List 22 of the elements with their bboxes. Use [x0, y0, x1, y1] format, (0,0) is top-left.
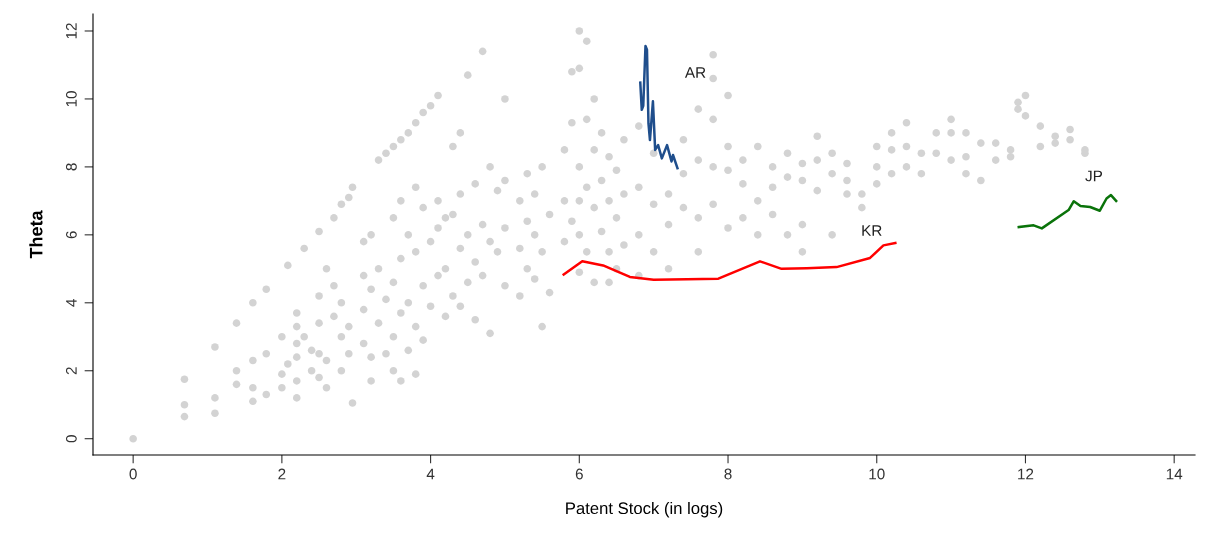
line-series — [1017, 193, 1118, 230]
y-tick-label: 4 — [66, 298, 77, 307]
x-tick-label: 4 — [426, 468, 435, 480]
x-axis-title: Patent Stock (in logs) — [566, 501, 723, 518]
x-tick-label: 10 — [869, 468, 885, 480]
series-label: JP — [1085, 170, 1103, 182]
y-tick-label: 0 — [65, 435, 77, 443]
text: AR — [684, 67, 706, 78]
y-tick-label: 10 — [65, 91, 77, 107]
y-tick-label: 2 — [65, 367, 77, 375]
x-tick-label: 0 — [129, 468, 137, 480]
y-tick-label: 12 — [65, 23, 77, 39]
x-tick-label: 14 — [1166, 468, 1183, 480]
y-tick-label: 6 — [65, 231, 77, 239]
line-series — [562, 241, 897, 281]
x-tick-label: 12 — [1018, 468, 1034, 480]
series-label: KR — [862, 225, 882, 236]
y-tick-label: 8 — [65, 163, 77, 171]
x-tick-label: 2 — [278, 468, 286, 480]
x-tick-label: 6 — [575, 468, 583, 480]
x-tick-label: 8 — [724, 468, 732, 480]
y-axis-title: Theta — [29, 210, 43, 259]
